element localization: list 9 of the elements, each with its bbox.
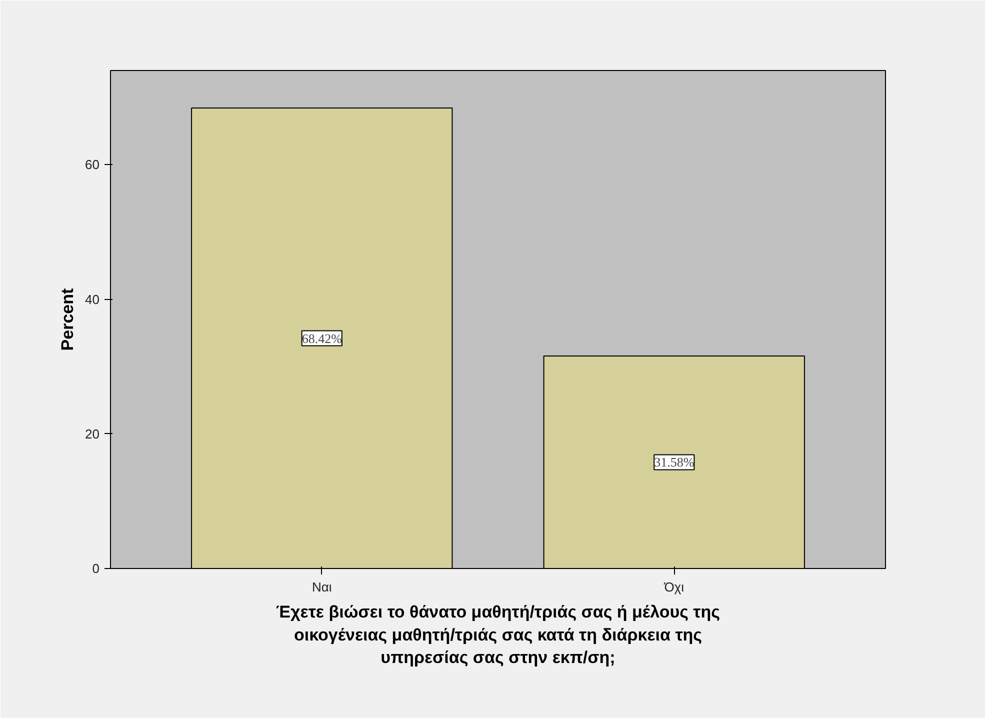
y-tick-label: 20	[85, 426, 100, 442]
y-axis-title: Percent	[58, 288, 78, 351]
data-label: 68.42%	[302, 330, 342, 346]
y-tick-label: 60	[85, 157, 100, 172]
x-tick-label: Όχι	[663, 580, 684, 594]
x-axis-title: Έχετε βιώσει το θάνατο μαθητή/τριάς σας ή μέλους της οικογένειας μαθητή/τριάς σας κατά τη διάρκεια της υπηρεσίας σας στην εκπ/ση;	[276, 602, 720, 668]
y-tick-label: 40	[85, 292, 100, 307]
x-tick-label: Ναι	[312, 580, 332, 594]
y-tick-label: 0	[92, 561, 100, 576]
